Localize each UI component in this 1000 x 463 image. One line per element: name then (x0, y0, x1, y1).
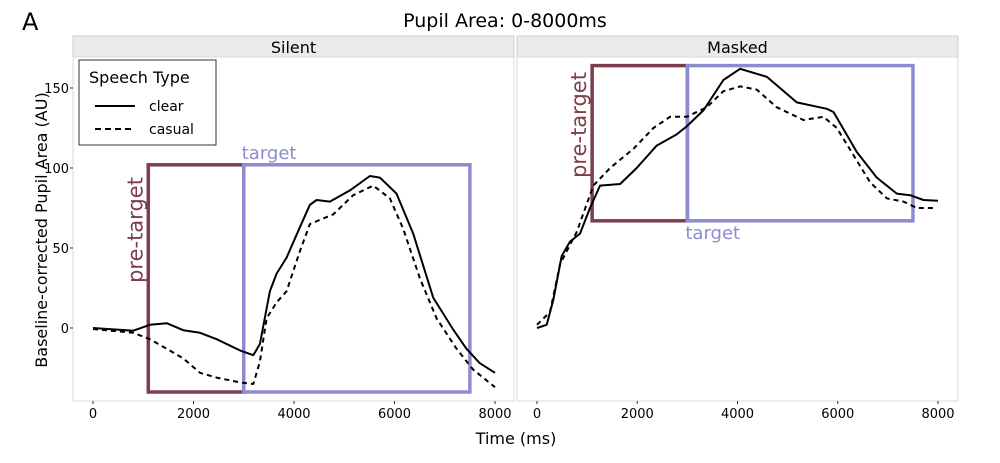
legend-title: Speech Type (89, 68, 190, 87)
panel-letter: A (22, 8, 39, 36)
x-tick-label: 0 (89, 407, 97, 422)
chart-title: Pupil Area: 0-8000ms (403, 10, 607, 32)
facet-label: Silent (271, 38, 316, 57)
window-label-target: target (685, 223, 740, 244)
x-tick-label: 8000 (478, 407, 511, 422)
y-tick-label: 150 (44, 82, 69, 97)
y-tick-label: 50 (52, 242, 69, 257)
legend-label-clear: clear (149, 99, 184, 115)
window-label-pre-target: pre-target (567, 72, 591, 178)
facet-label: Masked (707, 38, 768, 57)
x-tick-label: 4000 (277, 407, 310, 422)
y-axis-label: Baseline-corrected Pupil Area (AU) (32, 92, 51, 367)
x-tick-label: 4000 (721, 407, 754, 422)
window-label-target: target (242, 143, 297, 164)
window-label-pre-target: pre-target (123, 177, 147, 283)
y-tick-label: 0 (61, 322, 69, 337)
window-box-target (242, 163, 472, 394)
series-line-casual (92, 184, 496, 388)
x-tick-label: 6000 (821, 407, 854, 422)
legend: Speech Type clear casual (78, 59, 217, 146)
legend-label-casual: casual (149, 122, 194, 138)
y-tick-label: 100 (44, 162, 69, 177)
x-tick-label: 2000 (621, 407, 654, 422)
x-tick-label: 0 (533, 407, 541, 422)
x-tick-label: 2000 (177, 407, 210, 422)
x-tick-label: 8000 (921, 407, 954, 422)
panel-masked: Masked 0 2000 4000 6000 8000 pre-target target (516, 35, 959, 422)
series-line-clear (92, 175, 496, 374)
series-line-casual (536, 85, 937, 326)
x-tick-label: 6000 (378, 407, 411, 422)
x-axis-label: Time (ms) (475, 429, 557, 448)
window-box-target (685, 63, 915, 223)
